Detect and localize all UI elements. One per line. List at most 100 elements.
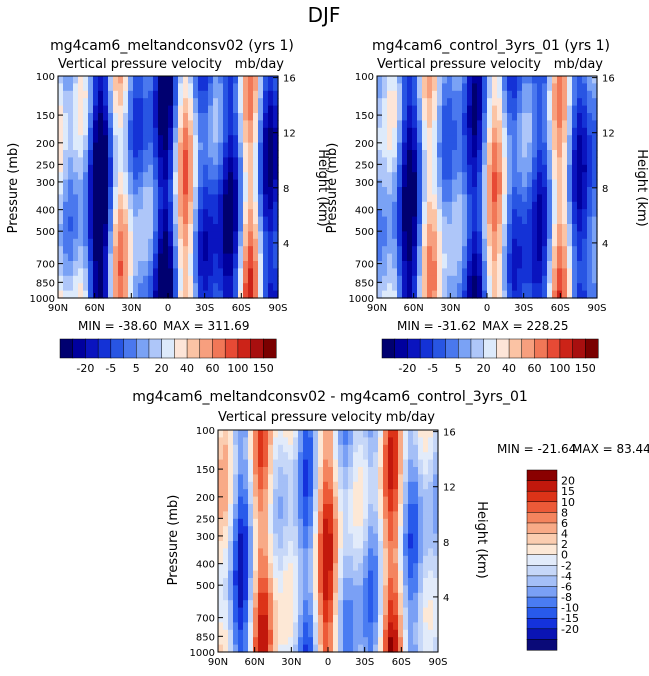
heatmap-cell [407,150,413,158]
heatmap-cell [412,201,418,210]
heatmap-cell [198,261,204,269]
heatmap-cell [363,592,369,601]
heatmap-cell [238,526,244,535]
heatmap-cell [363,629,369,638]
heatmap-cell [582,157,588,166]
heatmap-cell [413,563,419,572]
heatmap-cell [233,607,239,616]
heatmap-cell [353,496,359,505]
heatmap-cell [203,261,209,269]
heatmap-cell [283,474,289,483]
heatmap-cell [78,90,84,99]
heatmap-cell [288,585,294,594]
heatmap-cell [417,76,423,84]
heatmap-cell [133,290,139,299]
heatmap-cell [472,105,478,114]
heatmap-cell [592,209,598,218]
heatmap-cell [417,164,423,173]
heatmap-cell [178,231,184,240]
heatmap-cell [432,231,438,240]
heatmap-cell [333,533,339,542]
heatmap-cell [178,83,184,92]
heatmap-cell [123,283,129,292]
heatmap-cell [433,496,439,505]
heatmap-cell [572,113,578,121]
heatmap-cell [587,90,593,99]
heatmap-cell [208,268,214,277]
heatmap-cell [348,541,354,549]
heatmap-cell [293,511,299,520]
heatmap-cell [238,142,244,151]
heatmap-cell [343,585,349,594]
heatmap-cell [83,164,89,173]
heatmap-cell [398,459,404,468]
heatmap-cell [437,216,443,225]
heatmap-cell [398,489,404,498]
heatmap-cell [303,481,309,490]
heatmap-cell [238,474,244,483]
heatmap-cell [377,98,383,107]
heatmap-cell [318,592,324,601]
heatmap-cell [268,275,274,284]
heatmap-cell [108,164,114,173]
heatmap-cell [88,201,94,210]
heatmap-cell [318,430,324,438]
heatmap-cell [278,533,284,542]
heatmap-cell [462,113,468,121]
heatmap-cell [547,268,553,277]
heatmap-cell [288,474,294,483]
heatmap-cell [412,261,418,269]
heatmap-cell [572,120,578,129]
heatmap-cell [368,548,374,557]
heatmap-cell [208,98,214,107]
heatmap-cell [417,157,423,166]
heatmap-cell [133,135,139,144]
heatmap-cell [397,76,403,84]
heatmap-cell [348,481,354,490]
heatmap-cell [343,622,349,631]
heatmap-cell [427,127,433,136]
heatmap-cell [423,481,429,490]
colorbar-label: 60 [527,362,541,375]
heatmap-cell [218,600,224,609]
heatmap-cell [93,83,99,92]
heatmap-cell [258,526,264,535]
heatmap-cell [348,518,354,527]
heatmap-cell [412,283,418,292]
heatmap-cell [243,127,249,136]
heatmap-cell [462,142,468,151]
heatmap-cell [492,127,498,136]
heatmap-cell [403,622,409,631]
heatmap-cell [482,201,488,210]
heatmap-cell [223,209,229,218]
heatmap-cell [143,209,149,218]
heatmap-cell [417,150,423,158]
heatmap-cell [432,261,438,269]
heatmap-cell [338,578,344,586]
heatmap-cell [492,224,498,232]
heatmap-cell [98,283,104,292]
heatmap-cell [377,187,383,195]
heatmap-cell [133,268,139,277]
heatmap-cell [492,76,498,84]
heatmap-cell [103,179,109,188]
colorbar-swatch [123,338,137,359]
heatmap-cell [263,90,269,99]
heatmap-cell [407,224,413,232]
heatmap-cell [343,548,349,557]
heatmap-cell [243,231,249,240]
heatmap-cell [432,290,438,299]
heatmap-cell [423,629,429,638]
heatmap-cell [412,135,418,144]
heatmap-cell [258,459,264,468]
heatmap-cell [378,555,384,564]
heatmap-cell [58,275,64,284]
heatmap-cell [288,563,294,572]
heatmap-cell [527,157,533,166]
heatmap-cell [577,268,583,277]
heatmap-cell [158,268,164,277]
heatmap-cell [587,150,593,158]
heatmap-cell [408,496,414,505]
heatmap-cell [432,179,438,188]
heatmap-cell [218,194,224,203]
